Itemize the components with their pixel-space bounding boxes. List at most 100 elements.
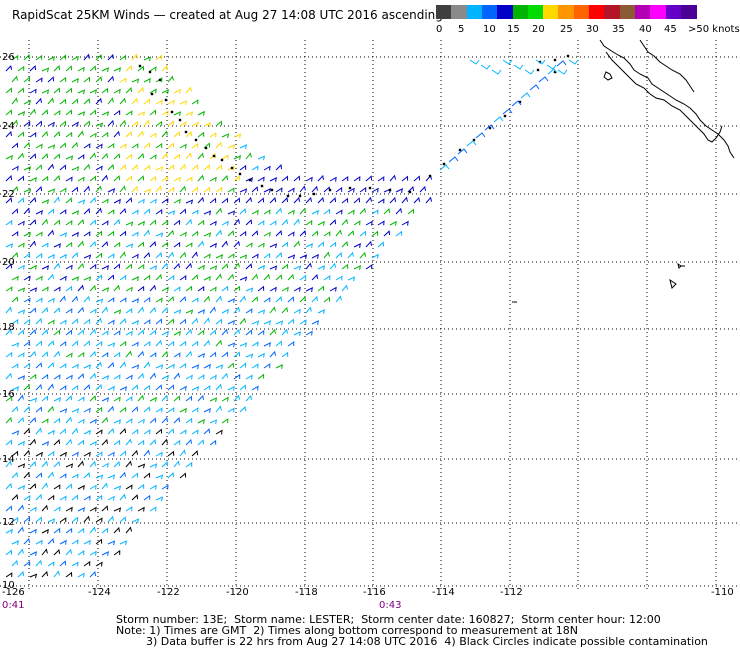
lat-label: 14 [2, 454, 15, 465]
wind-barb [59, 275, 67, 281]
wind-barb [227, 385, 235, 391]
wind-barb [197, 264, 205, 270]
colorbar-label: 40 [639, 24, 652, 35]
wind-barb [101, 174, 108, 182]
wind-barb [89, 308, 97, 314]
wind-barb [293, 331, 301, 336]
wind-barb [59, 517, 67, 523]
wind-barb [299, 185, 306, 193]
wind-barb [59, 451, 67, 457]
wind-barb [23, 231, 31, 237]
wind-barb [341, 240, 349, 248]
wind-barb [65, 197, 73, 204]
wind-barb [233, 351, 241, 358]
wind-barb [23, 516, 31, 523]
wind-barb [77, 218, 85, 226]
wind-barb [491, 69, 502, 75]
wind-barb [161, 220, 169, 226]
wind-barb [59, 473, 67, 479]
wind-barb [53, 110, 61, 116]
wind-barb [161, 175, 169, 182]
wind-barb [137, 483, 145, 490]
wind-barb [179, 185, 186, 193]
wind-barb [311, 185, 318, 193]
wind-barb [23, 275, 31, 281]
wind-barb [215, 164, 223, 171]
wind-barb [299, 274, 307, 281]
wind-barb [161, 241, 169, 248]
wind-barb [23, 427, 31, 435]
wind-barb [95, 298, 104, 304]
wind-barb [197, 329, 205, 336]
wind-barb [131, 53, 138, 61]
contamination-marker [248, 178, 252, 182]
wind-barb [29, 287, 38, 293]
wind-barb [29, 240, 36, 248]
wind-barb [167, 450, 175, 457]
wind-barb [137, 350, 144, 358]
wind-barb [365, 175, 373, 182]
wind-barb [466, 140, 477, 147]
wind-barb [502, 108, 513, 115]
wind-barb [95, 494, 103, 501]
wind-barb [287, 296, 295, 303]
wind-barb [257, 285, 265, 292]
wind-barb [167, 186, 175, 193]
wind-barb [143, 77, 151, 83]
wind-barb [29, 461, 37, 468]
wind-barb [475, 132, 486, 139]
wind-barb [155, 209, 163, 215]
wind-barb [65, 329, 73, 336]
wind-barb [83, 76, 91, 83]
wind-barb [83, 276, 92, 282]
wind-barb [23, 207, 30, 215]
wind-barb [5, 528, 13, 534]
wind-barb [179, 163, 186, 171]
wind-barb [341, 263, 349, 270]
wind-barb [17, 87, 25, 94]
wind-barb [251, 320, 260, 326]
wind-barb [161, 198, 169, 204]
contamination-marker [204, 146, 208, 150]
wind-barb [83, 98, 91, 105]
wind-barb [185, 131, 193, 138]
wind-barb [17, 197, 25, 204]
wind-barb [77, 550, 85, 556]
wind-barb [77, 130, 84, 138]
wind-barb [185, 374, 193, 380]
wind-barb [281, 351, 289, 358]
wind-barb [179, 121, 187, 127]
wind-barb [83, 384, 91, 391]
wind-barb [95, 122, 104, 128]
wind-barb [131, 518, 140, 524]
coastline-gulf [639, 39, 695, 93]
wind-barb [155, 474, 164, 480]
lon-label: -116 [363, 587, 386, 598]
wind-barb [173, 395, 181, 402]
wind-barb [59, 253, 67, 259]
wind-barb [41, 67, 50, 73]
wind-barb [335, 229, 342, 237]
wind-barb [83, 429, 91, 435]
wind-barb [191, 386, 199, 391]
wind-barb [119, 77, 127, 83]
wind-barb [41, 329, 49, 336]
wind-barb [137, 463, 146, 469]
wind-barb [59, 408, 68, 414]
wind-barb [275, 340, 283, 347]
wind-barb [257, 155, 266, 161]
wind-barb [113, 218, 121, 226]
wind-barb [161, 89, 169, 94]
wind-barb [53, 417, 61, 424]
wind-barb [347, 230, 355, 237]
wind-barb [221, 396, 229, 402]
wind-barb [11, 471, 18, 479]
wind-barb [185, 111, 194, 117]
wind-barb [209, 419, 218, 425]
wind-barb [161, 64, 169, 72]
wind-barb [317, 241, 325, 248]
colorbar-label: 30 [586, 24, 599, 35]
wind-barb [107, 362, 115, 369]
wind-barb [29, 528, 37, 534]
wind-barb [101, 551, 109, 556]
